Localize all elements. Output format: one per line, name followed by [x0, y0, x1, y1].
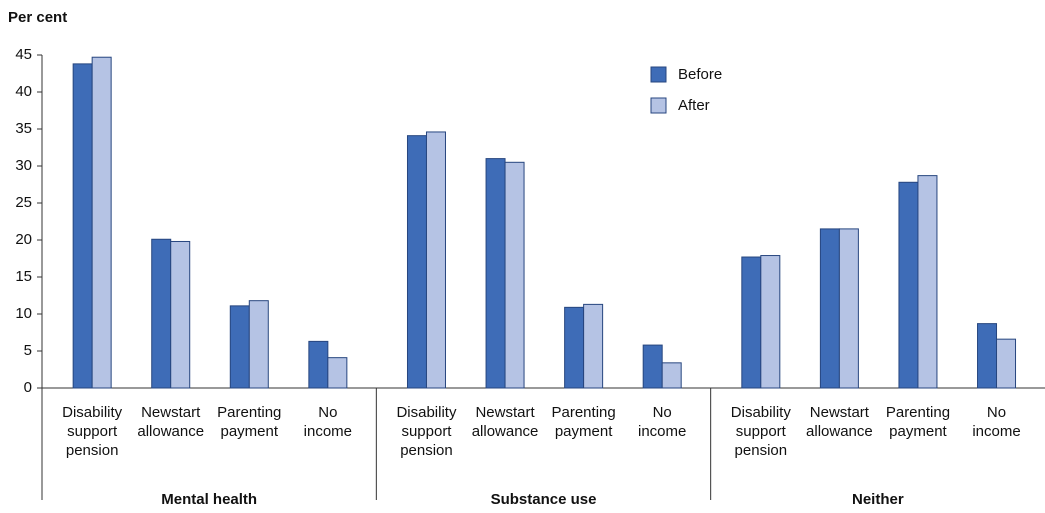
bar	[564, 306, 585, 389]
legend-swatch	[650, 66, 667, 83]
y-tick-label: 0	[24, 379, 32, 396]
x-tick-label: No income	[638, 404, 687, 440]
bar	[406, 135, 427, 389]
bar	[838, 228, 859, 389]
y-tick-label: 20	[15, 231, 32, 248]
bar	[583, 303, 604, 389]
x-tick-label: Newstart allowance	[137, 404, 205, 440]
x-tick-label: Parenting payment	[551, 404, 616, 440]
bar	[91, 56, 112, 389]
bar	[917, 175, 938, 389]
bar	[642, 344, 663, 389]
bar	[977, 323, 998, 389]
x-tick-label: Parenting payment	[217, 404, 282, 440]
bar	[151, 238, 172, 389]
y-tick-label: 45	[15, 46, 32, 63]
y-axis-title: Per cent	[8, 9, 67, 26]
group-label: Substance use	[491, 491, 597, 508]
bar	[760, 255, 781, 389]
bar	[661, 362, 682, 389]
legend-label: Before	[678, 66, 722, 83]
legend-swatch	[650, 97, 667, 114]
x-tick-label: Disability support pension	[396, 404, 457, 459]
y-tick-label: 35	[15, 120, 32, 137]
bar	[485, 158, 506, 389]
group-label: Neither	[852, 491, 904, 508]
y-tick-label: 5	[24, 342, 32, 359]
x-tick-label: No income	[303, 404, 353, 440]
bar	[819, 228, 840, 389]
x-tick-label: Newstart allowance	[806, 404, 873, 440]
bar	[898, 181, 919, 389]
y-tick-label: 40	[15, 83, 32, 100]
x-tick-label: Disability support pension	[62, 404, 123, 459]
y-tick-label: 25	[15, 194, 32, 211]
bar	[741, 256, 762, 389]
bar	[327, 357, 348, 389]
bar	[170, 240, 191, 389]
bar	[425, 131, 446, 389]
y-tick-label: 30	[15, 157, 32, 174]
x-tick-label: Disability support pension	[730, 404, 791, 459]
x-tick-label: Parenting payment	[885, 404, 951, 440]
x-tick-label: No income	[972, 404, 1021, 440]
bar	[504, 161, 525, 389]
bar	[72, 63, 93, 389]
legend-label: After	[678, 97, 710, 114]
y-tick-label: 10	[15, 305, 32, 322]
y-tick-label: 15	[15, 268, 32, 285]
bar	[996, 338, 1017, 389]
bar	[308, 340, 329, 389]
bar	[248, 300, 269, 389]
group-label: Mental health	[161, 491, 257, 508]
bar	[229, 305, 250, 389]
x-tick-label: Newstart allowance	[471, 404, 539, 440]
